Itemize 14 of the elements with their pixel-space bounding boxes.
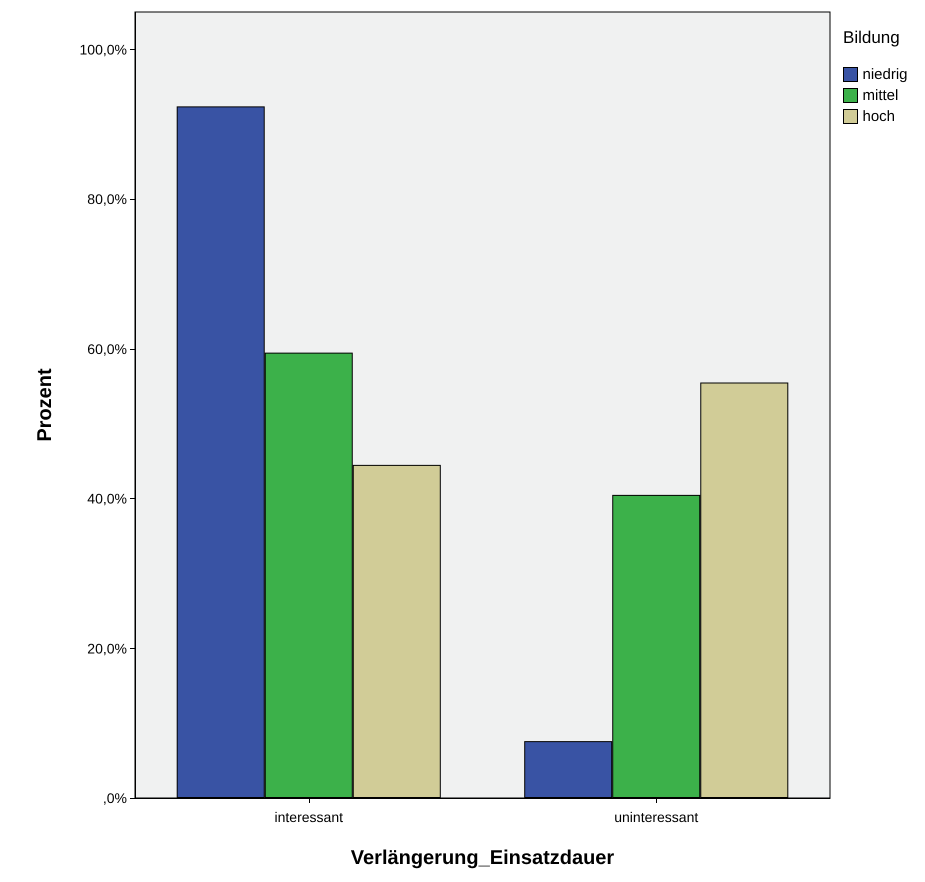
x-axis-title: Verlängerung_Einsatzdauer: [350, 847, 614, 869]
legend-label: niedrig: [862, 66, 908, 83]
y-tick-label: ,0%: [102, 790, 127, 806]
x-tick-label: interessant: [274, 809, 344, 825]
y-tick-label: 100,0%: [80, 41, 127, 58]
x-tick-label: uninteressant: [614, 809, 698, 825]
y-tick-label: 60,0%: [87, 340, 127, 357]
legend-label: mittel: [862, 87, 898, 104]
y-axis-title: Prozent: [34, 368, 56, 442]
legend-title: Bildung: [843, 28, 900, 47]
y-tick-label: 40,0%: [87, 490, 127, 507]
legend-label: hoch: [862, 108, 896, 125]
y-tick-label: 80,0%: [87, 191, 127, 208]
y-tick-label: 20,0%: [87, 640, 127, 656]
